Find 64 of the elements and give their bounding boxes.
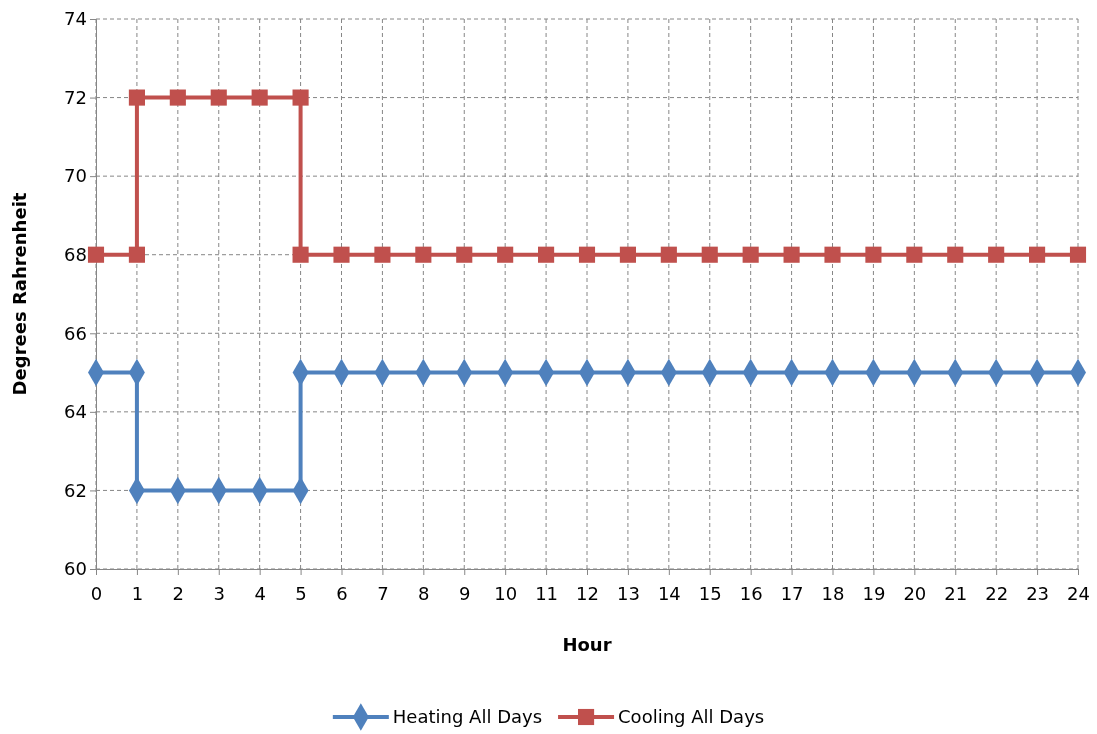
y-tick-label: 60 [64, 558, 87, 580]
point [169, 89, 186, 106]
x-tick-label: 17 [780, 582, 804, 604]
point [374, 246, 391, 263]
x-tick-label: 16 [739, 582, 763, 604]
y-tick-label: 66 [64, 322, 87, 344]
point [824, 246, 841, 263]
point [128, 89, 145, 106]
point [660, 246, 677, 263]
x-tick-label: 13 [616, 582, 640, 604]
point [947, 246, 964, 263]
x-axis-title: Hour [562, 634, 612, 655]
x-tick-label: 19 [862, 582, 886, 604]
x-tick-label: 9 [459, 582, 471, 604]
point [333, 246, 350, 263]
point [988, 246, 1005, 263]
point [701, 246, 718, 263]
point [210, 89, 227, 106]
x-tick-label: 15 [698, 582, 722, 604]
point [865, 246, 882, 263]
point [1069, 246, 1087, 263]
point [415, 246, 432, 263]
point [87, 246, 105, 263]
point [578, 246, 596, 263]
x-tick-label: 6 [336, 582, 348, 604]
x-tick-label: 5 [295, 582, 307, 604]
point [128, 246, 145, 263]
x-tick-label: 24 [1067, 582, 1090, 604]
x-tick-label: 4 [254, 582, 266, 604]
point [251, 89, 268, 106]
x-tick-label: 22 [985, 582, 1009, 604]
point [619, 246, 636, 263]
x-tick-label: 3 [213, 582, 225, 604]
y-tick-label: 64 [64, 401, 87, 423]
y-tick-label: 68 [64, 243, 87, 265]
point [906, 246, 923, 263]
legend-label: Heating All Days [392, 706, 543, 727]
point [538, 246, 555, 263]
point [783, 246, 800, 263]
y-tick-label: 70 [64, 165, 87, 187]
y-axis-title: Degrees Rahrenheit [9, 192, 30, 396]
x-tick-label: 23 [1026, 582, 1050, 604]
legend-label: Cooling All Days [618, 706, 765, 727]
x-tick-label: 10 [494, 582, 518, 604]
x-tick-label: 21 [944, 582, 968, 604]
x-tick-label: 14 [657, 582, 681, 604]
x-tick-label: 2 [172, 582, 185, 604]
y-tick-label: 72 [64, 86, 87, 108]
x-tick-label: 11 [535, 582, 559, 604]
x-tick-label: 1 [131, 582, 144, 604]
x-tick-label: 0 [90, 582, 103, 604]
point [742, 246, 759, 263]
x-tick-label: 12 [576, 582, 599, 604]
x-tick-label: 7 [377, 582, 389, 604]
y-tick-label: 74 [64, 8, 87, 30]
x-tick-label: 20 [903, 582, 927, 604]
point [292, 246, 309, 263]
point [456, 246, 473, 263]
x-tick-label: 18 [821, 582, 845, 604]
point [292, 89, 309, 106]
point [497, 246, 514, 263]
point [1029, 246, 1046, 263]
x-tick-label: 8 [418, 582, 430, 604]
y-tick-label: 62 [64, 479, 87, 501]
